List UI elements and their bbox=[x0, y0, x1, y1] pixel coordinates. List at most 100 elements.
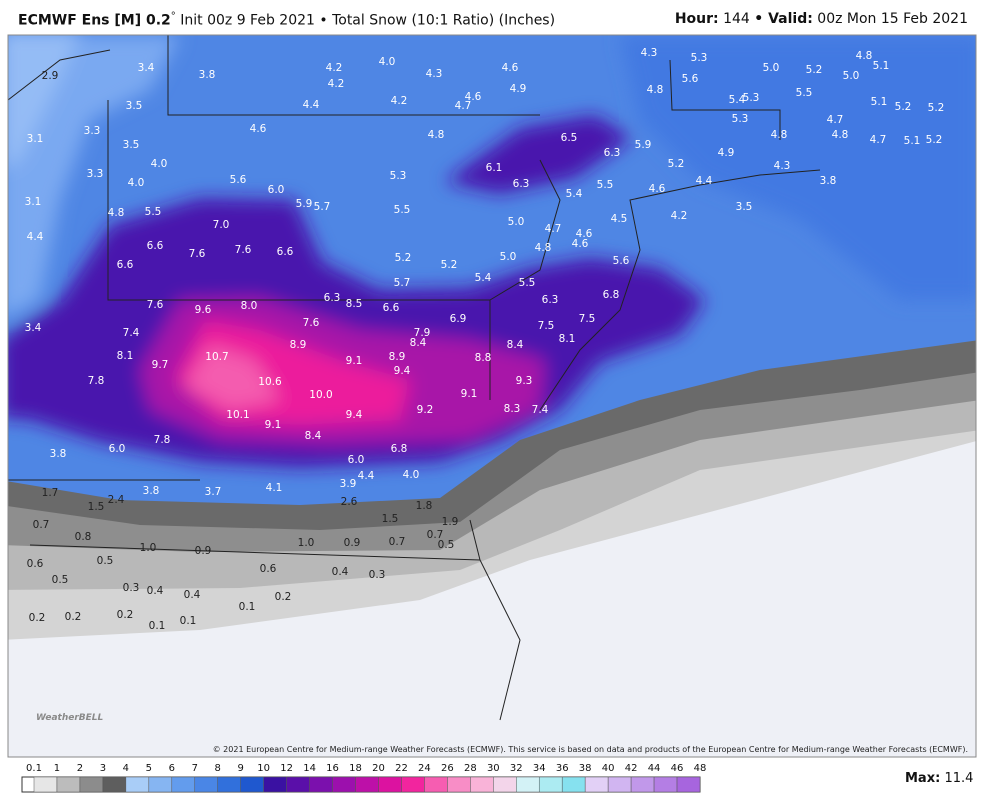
max: Max: 11.4 bbox=[905, 771, 973, 786]
snow-label: 5.4 bbox=[566, 188, 583, 200]
snow-label: 0.9 bbox=[344, 537, 361, 549]
colorbar-tick-label: 32 bbox=[510, 763, 523, 774]
colorbar-tick-label: 44 bbox=[648, 763, 661, 774]
snow-label: 6.1 bbox=[486, 162, 503, 174]
snow-label: 7.8 bbox=[154, 434, 171, 446]
color-segment bbox=[171, 776, 196, 793]
colorbar-tick-label: 18 bbox=[349, 763, 362, 774]
snow-label: 5.2 bbox=[926, 134, 943, 146]
snow-label: 4.8 bbox=[428, 129, 445, 141]
color-segment bbox=[607, 776, 632, 793]
snow-label: 6.6 bbox=[383, 302, 400, 314]
snow-label: 1.5 bbox=[88, 501, 105, 513]
snow-label: 4.4 bbox=[303, 99, 320, 111]
snow-label: 7.8 bbox=[88, 375, 105, 387]
snow-label: 5.1 bbox=[871, 96, 888, 108]
snow-label: 7.5 bbox=[538, 320, 555, 332]
snow-label: 3.4 bbox=[138, 62, 155, 74]
model: ECMWF Ens [M] 0.2 bbox=[18, 12, 171, 29]
snow-label: 5.3 bbox=[390, 170, 407, 182]
snow-label: 7.5 bbox=[579, 313, 596, 325]
snow-label: 5.2 bbox=[806, 64, 823, 76]
snow-label: 0.5 bbox=[52, 574, 69, 586]
snow-label: 8.1 bbox=[559, 333, 576, 345]
snow-label: 6.0 bbox=[348, 454, 365, 466]
snow-label: 4.5 bbox=[611, 213, 628, 225]
snow-label: 4.6 bbox=[576, 228, 593, 240]
color-segment bbox=[79, 776, 104, 793]
snow-label: 5.6 bbox=[613, 255, 630, 267]
colorbar-tick-label: 0.1 bbox=[26, 763, 42, 774]
snow-label: 3.3 bbox=[84, 125, 101, 137]
snow-label: 5.9 bbox=[635, 139, 652, 151]
snow-label: 4.8 bbox=[856, 50, 873, 62]
snow-label: 0.1 bbox=[149, 620, 166, 632]
snow-label: 4.2 bbox=[328, 78, 345, 90]
colorbar: 0.1 1 2 3 4 5 6 7 8 9 10 12 14 16 18 20 22 24 26 28 30 32 34 36… bbox=[21, 763, 707, 793]
snow-label: 4.9 bbox=[510, 83, 527, 95]
snow-label: 8.3 bbox=[504, 403, 521, 415]
snow-label: 5.1 bbox=[904, 135, 921, 147]
snow-label: 5.2 bbox=[441, 259, 458, 271]
snow-label: 3.3 bbox=[87, 168, 104, 180]
map: 2.93.43.84.24.24.04.3 4.64.3 5.3 4.85.15.0 5… bbox=[7, 34, 977, 758]
field-none bbox=[8, 441, 976, 757]
map-frame bbox=[7, 34, 977, 758]
snow-label: 4.6 bbox=[572, 238, 589, 250]
snow-label: 5.5 bbox=[796, 87, 813, 99]
colorbar-tick-label: 3 bbox=[100, 763, 106, 774]
color-segment bbox=[653, 776, 678, 793]
snow-label: 9.1 bbox=[461, 388, 478, 400]
colorbar-tick-label: 5 bbox=[146, 763, 152, 774]
snow-label: 4.0 bbox=[379, 56, 396, 68]
colorbar-tick-label: 1 bbox=[54, 763, 60, 774]
color-segment bbox=[561, 776, 586, 793]
snow-label: 2.9 bbox=[42, 70, 59, 82]
snow-label: 4.8 bbox=[832, 129, 849, 141]
snow-label: 4.7 bbox=[870, 134, 887, 146]
snow-label: 8.5 bbox=[346, 298, 363, 310]
snow-label: 1.9 bbox=[442, 516, 459, 528]
snow-label: 4.6 bbox=[502, 62, 519, 74]
snow-label: 0.2 bbox=[117, 609, 134, 621]
colorbar-tick-label: 16 bbox=[326, 763, 339, 774]
snow-label: 5.5 bbox=[394, 204, 411, 216]
snow-label: 10.0 bbox=[309, 389, 332, 401]
snow-label: 4.8 bbox=[771, 129, 788, 141]
snow-label: 3.8 bbox=[820, 175, 837, 187]
colorbar-tick-label: 48 bbox=[694, 763, 707, 774]
snow-label: 0.5 bbox=[97, 555, 114, 567]
snow-label: 4.8 bbox=[647, 84, 664, 96]
colorbar-tick-label: 20 bbox=[372, 763, 385, 774]
snow-label: 0.4 bbox=[184, 589, 201, 601]
snow-label: 5.2 bbox=[928, 102, 945, 114]
snow-label: 5.1 bbox=[873, 60, 890, 72]
snow-label: 0.3 bbox=[369, 569, 386, 581]
snow-label: 4.7 bbox=[545, 223, 562, 235]
snow-label: 0.8 bbox=[75, 531, 92, 543]
snow-label: 5.0 bbox=[508, 216, 525, 228]
color-segment bbox=[676, 776, 701, 793]
snow-label: 6.3 bbox=[604, 147, 621, 159]
snow-label: 5.5 bbox=[597, 179, 614, 191]
colorbar-tick-label: 7 bbox=[192, 763, 198, 774]
title: ECMWF Ens [M] 0.2° Init 00z 9 Feb 2021 •… bbox=[18, 11, 555, 29]
snow-label: 8.4 bbox=[507, 339, 524, 351]
snow-label: 0.7 bbox=[33, 519, 50, 531]
snow-label: 5.7 bbox=[394, 277, 411, 289]
snow-label: 6.6 bbox=[117, 259, 134, 271]
colorbar-tick-label: 24 bbox=[418, 763, 431, 774]
colorbar-tick-label: 4 bbox=[123, 763, 129, 774]
snow-label: 5.5 bbox=[145, 206, 162, 218]
snow-label: 5.3 bbox=[691, 52, 708, 64]
snow-label: 4.4 bbox=[696, 175, 713, 187]
snow-label: 9.4 bbox=[394, 365, 411, 377]
snow-label: 3.8 bbox=[50, 448, 67, 460]
color-segment bbox=[102, 776, 127, 793]
snow-label: 5.3 bbox=[743, 92, 760, 104]
color-segment bbox=[630, 776, 655, 793]
valid-info: Hour: 144 • Valid: 00z Mon 15 Feb 2021 bbox=[675, 11, 968, 27]
field-lighter-blue bbox=[8, 35, 78, 166]
snow-label: 6.0 bbox=[109, 443, 126, 455]
copyright: © 2021 European Centre for Medium-range … bbox=[212, 745, 968, 754]
